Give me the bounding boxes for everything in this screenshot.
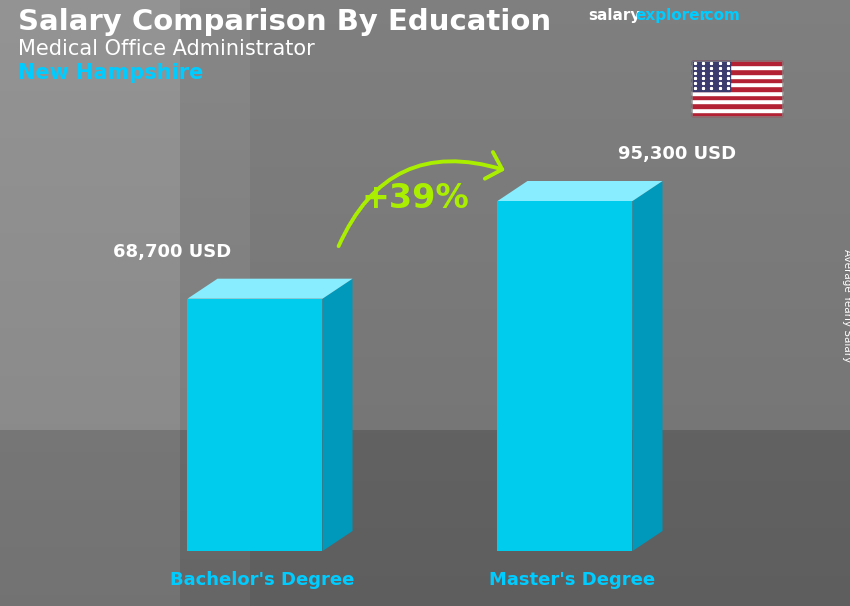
Text: salary: salary — [588, 8, 640, 23]
Polygon shape — [188, 279, 353, 299]
Polygon shape — [188, 299, 322, 551]
Bar — [692, 65, 782, 70]
Text: .com: .com — [700, 8, 741, 23]
Text: 68,700 USD: 68,700 USD — [113, 242, 231, 261]
FancyArrowPatch shape — [338, 152, 502, 246]
Text: 95,300 USD: 95,300 USD — [619, 145, 737, 163]
Text: Master's Degree: Master's Degree — [490, 571, 655, 589]
Bar — [692, 95, 782, 99]
Bar — [692, 107, 782, 112]
Text: Medical Office Administrator: Medical Office Administrator — [18, 39, 314, 59]
Polygon shape — [497, 201, 632, 551]
Text: Average Yearly Salary: Average Yearly Salary — [842, 250, 850, 362]
Text: +39%: +39% — [361, 182, 469, 215]
Text: explorer: explorer — [635, 8, 707, 23]
Bar — [692, 61, 730, 91]
Bar — [692, 87, 782, 91]
Bar — [692, 99, 782, 103]
Bar — [692, 82, 782, 87]
Bar — [692, 61, 782, 116]
Polygon shape — [632, 181, 662, 551]
Bar — [692, 91, 782, 95]
Polygon shape — [497, 181, 662, 201]
Bar — [692, 112, 782, 116]
Bar — [692, 70, 782, 74]
Polygon shape — [322, 279, 353, 551]
Bar — [692, 74, 782, 78]
Bar — [692, 61, 782, 65]
Text: New Hampshire: New Hampshire — [18, 63, 203, 83]
Text: Bachelor's Degree: Bachelor's Degree — [170, 571, 354, 589]
Bar — [692, 78, 782, 82]
Bar — [692, 103, 782, 107]
Text: Salary Comparison By Education: Salary Comparison By Education — [18, 8, 551, 36]
